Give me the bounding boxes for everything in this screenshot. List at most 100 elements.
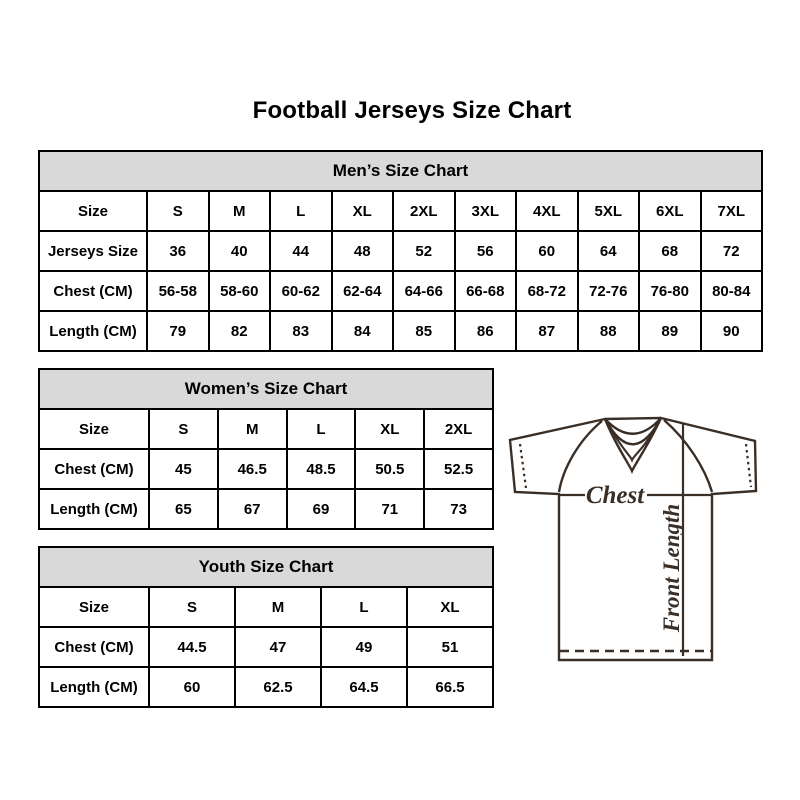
- value-cell: 49: [320, 626, 408, 668]
- value-cell: 36: [146, 230, 210, 272]
- page-title: Football Jerseys Size Chart: [252, 97, 572, 124]
- table-row: Length (CM) 60 62.5 64.5 66.5: [38, 666, 494, 708]
- jersey-illustration: Chest Front Length: [508, 416, 758, 662]
- row-header-cell: Length (CM): [38, 666, 150, 708]
- table-header-row: Women’s Size Chart: [38, 368, 494, 410]
- value-cell: 76-80: [638, 270, 702, 312]
- value-cell: 72-76: [576, 270, 640, 312]
- left-sleeve-seam: [557, 420, 603, 493]
- value-cell: 68: [638, 230, 702, 272]
- table-row: Chest (CM) 44.5 47 49 51: [38, 626, 494, 668]
- value-cell: 66-68: [453, 270, 517, 312]
- value-cell: M: [207, 190, 271, 232]
- youth-size-table: Youth Size Chart Size S M L XL Chest (CM) 44.5 4…: [38, 546, 494, 708]
- value-cell: 56: [453, 230, 517, 272]
- collar-back-arc-1: [604, 417, 662, 435]
- row-header-cell: Chest (CM): [38, 448, 150, 490]
- row-header-cell: Size: [38, 586, 150, 628]
- value-cell: 60: [515, 230, 579, 272]
- value-cell: 62.5: [234, 666, 322, 708]
- row-header-cell: Size: [38, 190, 148, 232]
- value-cell: 64.5: [320, 666, 408, 708]
- value-cell: S: [148, 408, 219, 450]
- table-row: Length (CM) 79 82 83 84 85 86 87 88 89 90: [38, 310, 763, 352]
- row-header-cell: Chest (CM): [38, 270, 148, 312]
- table-header-row: Men’s Size Chart: [38, 150, 763, 192]
- table-title: Women’s Size Chart: [38, 368, 494, 410]
- value-cell: 52.5: [423, 448, 494, 490]
- value-cell: 79: [146, 310, 210, 352]
- value-cell: 66.5: [406, 666, 494, 708]
- value-cell: L: [320, 586, 408, 628]
- collar-inner-v: [607, 421, 659, 463]
- value-cell: 52: [392, 230, 456, 272]
- value-cell: 72: [699, 230, 763, 272]
- value-cell: 84: [330, 310, 394, 352]
- table-row: Chest (CM) 56-58 58-60 60-62 62-64 64-66 66-68…: [38, 270, 763, 312]
- value-cell: S: [146, 190, 210, 232]
- value-cell: 56-58: [146, 270, 210, 312]
- value-cell: 68-72: [515, 270, 579, 312]
- mens-size-table: Men’s Size Chart Size S M L XL 2XL 3XL 4XL 5XL 6XL…: [38, 150, 763, 352]
- value-cell: 85: [392, 310, 456, 352]
- value-cell: 7XL: [699, 190, 763, 232]
- value-cell: 88: [576, 310, 640, 352]
- value-cell: 62-64: [330, 270, 394, 312]
- right-sleeve-seam: [663, 419, 714, 493]
- value-cell: L: [269, 190, 333, 232]
- table-row: Chest (CM) 45 46.5 48.5 50.5 52.5: [38, 448, 494, 490]
- left-cuff-dotted-line: [518, 443, 528, 489]
- collar-top-line: [604, 416, 662, 421]
- value-cell: M: [216, 408, 288, 450]
- value-cell: 50.5: [354, 448, 426, 490]
- table-row: Length (CM) 65 67 69 71 73: [38, 488, 494, 530]
- value-cell: XL: [354, 408, 426, 450]
- table-row: Size S M L XL: [38, 586, 494, 628]
- jersey-diagram: Chest Front Length: [503, 406, 765, 668]
- value-cell: 47: [234, 626, 322, 668]
- value-cell: 82: [207, 310, 271, 352]
- value-cell: 90: [699, 310, 763, 352]
- row-header-cell: Length (CM): [38, 310, 148, 352]
- value-cell: 2XL: [423, 408, 494, 450]
- value-cell: 44.5: [148, 626, 236, 668]
- value-cell: 58-60: [207, 270, 271, 312]
- value-cell: 67: [216, 488, 288, 530]
- value-cell: 73: [423, 488, 494, 530]
- value-cell: XL: [406, 586, 494, 628]
- value-cell: 89: [638, 310, 702, 352]
- table-row: Jerseys Size 36 40 44 48 52 56 60 64 68 72: [38, 230, 763, 272]
- row-header-cell: Chest (CM): [38, 626, 150, 668]
- value-cell: 60: [148, 666, 236, 708]
- value-cell: 46.5: [216, 448, 288, 490]
- jersey-outline: [508, 416, 758, 662]
- row-header-cell: Size: [38, 408, 150, 450]
- value-cell: 5XL: [576, 190, 640, 232]
- value-cell: M: [234, 586, 322, 628]
- table-title: Men’s Size Chart: [38, 150, 763, 192]
- value-cell: 48: [330, 230, 394, 272]
- value-cell: 44: [269, 230, 333, 272]
- value-cell: 40: [207, 230, 271, 272]
- row-header-cell: Jerseys Size: [38, 230, 148, 272]
- value-cell: 4XL: [515, 190, 579, 232]
- value-cell: 86: [453, 310, 517, 352]
- right-cuff-dotted-line: [744, 443, 753, 488]
- value-cell: 3XL: [453, 190, 517, 232]
- table-header-row: Youth Size Chart: [38, 546, 494, 588]
- table-row: Size S M L XL 2XL 3XL 4XL 5XL 6XL 7XL: [38, 190, 763, 232]
- row-header-cell: Length (CM): [38, 488, 150, 530]
- value-cell: 60-62: [269, 270, 333, 312]
- value-cell: L: [285, 408, 357, 450]
- value-cell: 64-66: [392, 270, 456, 312]
- value-cell: 69: [285, 488, 357, 530]
- value-cell: 83: [269, 310, 333, 352]
- value-cell: 6XL: [638, 190, 702, 232]
- table-row: Size S M L XL 2XL: [38, 408, 494, 450]
- value-cell: S: [148, 586, 236, 628]
- value-cell: 87: [515, 310, 579, 352]
- front-length-label: Front Length: [659, 504, 684, 633]
- value-cell: 65: [148, 488, 219, 530]
- value-cell: 80-84: [699, 270, 763, 312]
